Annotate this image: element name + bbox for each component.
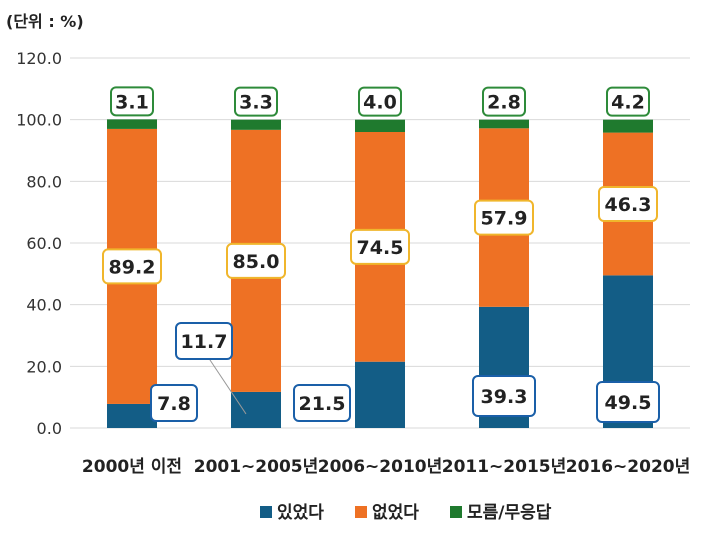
legend-label-series-2: 없었다 — [372, 502, 419, 523]
x-tick-label: 2016~2020년 — [566, 457, 691, 477]
y-tick-label: 80.0 — [26, 172, 62, 191]
bar-series-3-3 — [355, 119, 405, 132]
data-label-series-1-box — [150, 384, 198, 422]
legend-label-series-3: 모름/무응답 — [467, 503, 552, 523]
data-label-series-2: 74.5 — [357, 237, 404, 259]
data-label-series-3-box — [358, 86, 402, 117]
data-label-series-2: 85.0 — [233, 251, 280, 273]
data-label-series-2-box — [102, 248, 162, 285]
data-label-series-1: 21.5 — [299, 393, 346, 415]
data-label-series-2: 89.2 — [109, 256, 156, 278]
bar-series-3-5 — [603, 119, 653, 133]
bar-series-3-1 — [107, 119, 157, 129]
data-label-series-2-box — [598, 185, 658, 222]
x-tick-label: 2011~2015년 — [442, 457, 567, 477]
data-label-series-2-box — [474, 199, 534, 236]
bar-series-1-1 — [107, 403, 157, 428]
data-label-series-3-box — [482, 86, 526, 117]
legend-label-series-1: 있었다 — [277, 502, 324, 523]
x-tick-label: 2006~2010년 — [318, 457, 443, 477]
data-label-series-2-box — [226, 242, 286, 279]
data-label-series-3: 4.2 — [611, 92, 645, 114]
y-tick-label: 120.0 — [16, 49, 62, 68]
y-tick-label: 40.0 — [26, 296, 62, 315]
data-label-series-3-box — [606, 86, 650, 117]
y-tick-label: 20.0 — [26, 357, 62, 376]
data-label-series-3: 3.3 — [239, 92, 273, 114]
legend-swatch-series-1 — [260, 506, 272, 518]
data-label-series-1-box — [293, 384, 351, 422]
leader-line — [207, 356, 247, 415]
data-label-series-2: 57.9 — [481, 208, 528, 230]
data-label-series-1-box — [472, 375, 536, 417]
data-label-series-1: 11.7 — [181, 331, 228, 353]
data-label-series-3-box — [110, 86, 154, 117]
bar-series-3-2 — [231, 119, 281, 130]
data-label-series-3: 4.0 — [363, 92, 397, 114]
y-tick-label: 0.0 — [37, 419, 62, 438]
y-tick-label: 60.0 — [26, 234, 62, 253]
data-label-series-1: 7.8 — [157, 393, 191, 415]
legend-swatch-series-3 — [450, 506, 462, 518]
bar-series-1-3 — [355, 361, 405, 428]
data-label-series-3: 2.8 — [487, 92, 521, 114]
unit-label: (단위 : %) — [6, 12, 84, 31]
data-label-series-1-box — [596, 381, 660, 423]
data-label-series-1-box — [175, 322, 233, 360]
legend-swatch-series-2 — [355, 506, 367, 518]
bar-series-1-2 — [231, 391, 281, 428]
bar-series-3-4 — [479, 119, 529, 129]
data-label-series-2-box — [350, 228, 410, 265]
data-label-series-3-box — [234, 86, 278, 117]
x-tick-label: 2000년 이전 — [82, 457, 182, 477]
x-tick-label: 2001~2005년 — [194, 457, 319, 477]
data-label-series-1: 49.5 — [605, 392, 652, 414]
y-tick-label: 100.0 — [16, 111, 62, 130]
data-label-series-3: 3.1 — [115, 91, 149, 113]
data-label-series-1: 39.3 — [481, 386, 528, 408]
data-label-series-2: 46.3 — [605, 194, 652, 216]
